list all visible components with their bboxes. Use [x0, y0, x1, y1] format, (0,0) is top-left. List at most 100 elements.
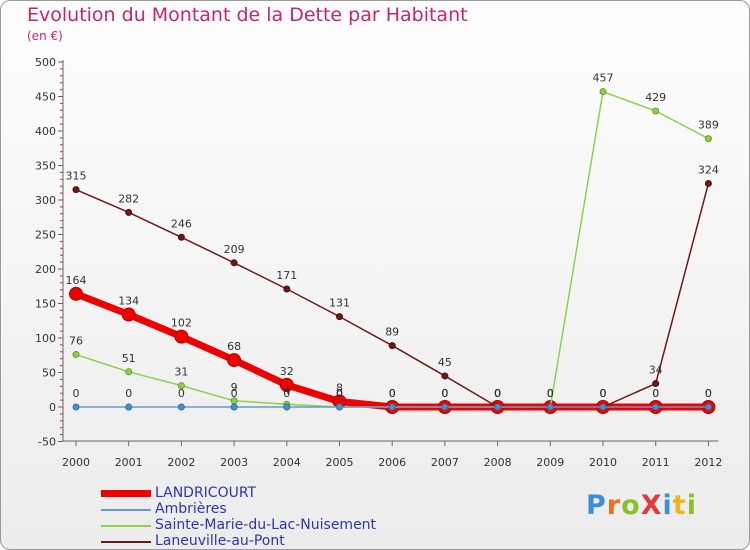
- x-tick-label: 2009: [536, 456, 564, 469]
- y-tick-label: 50: [42, 367, 56, 380]
- data-label: 76: [69, 335, 83, 348]
- data-point: [441, 372, 449, 380]
- data-label: 31: [174, 366, 188, 379]
- data-label: 0: [652, 387, 659, 400]
- chart-title: Evolution du Montant de la Dette par Hab…: [27, 4, 468, 26]
- data-label: 171: [276, 269, 297, 282]
- legend-item-laneuville: Laneuville-au-Pont: [101, 533, 421, 549]
- x-tick-label: 2005: [326, 456, 354, 469]
- legend-swatch-sainte-marie: [101, 525, 151, 527]
- x-tick-label: 2000: [62, 456, 90, 469]
- data-label: 134: [118, 295, 139, 308]
- y-tick-label: 0: [49, 401, 56, 414]
- data-label: 0: [547, 387, 554, 400]
- data-label: 0: [705, 387, 712, 400]
- proxiti-logo: ProXiti: [586, 490, 697, 521]
- x-tick-label: 2007: [431, 456, 459, 469]
- data-point: [227, 353, 242, 368]
- data-label: 0: [600, 387, 607, 400]
- data-point: [494, 403, 502, 411]
- data-label: 0: [336, 387, 343, 400]
- data-point: [652, 403, 660, 411]
- data-label: 32: [280, 365, 294, 378]
- data-label: 0: [547, 387, 554, 400]
- data-label: 8: [336, 381, 343, 394]
- data-point: [704, 179, 712, 187]
- data-label: 51: [122, 352, 136, 365]
- data-point: [72, 403, 80, 411]
- data-label: 0: [652, 387, 659, 400]
- legend-label-laneuville: Laneuville-au-Pont: [155, 533, 285, 549]
- y-tick-label: 400: [35, 125, 56, 138]
- legend-label-ambrieres: Ambrières: [155, 501, 227, 517]
- legend-label-sainte-marie: Sainte-Marie-du-Lac-Nuisement: [155, 517, 377, 533]
- data-label: 164: [66, 274, 87, 287]
- data-label: 0: [547, 387, 554, 400]
- data-label: 0: [336, 387, 343, 400]
- x-tick-label: 2002: [167, 456, 195, 469]
- data-label: 315: [66, 170, 87, 183]
- data-label: 457: [593, 72, 614, 85]
- data-label: 0: [389, 387, 396, 400]
- data-label: 0: [441, 387, 448, 400]
- data-label: 0: [705, 387, 712, 400]
- data-point: [599, 88, 607, 96]
- data-label: 68: [227, 340, 241, 353]
- data-label: 45: [438, 356, 452, 369]
- data-point: [230, 403, 238, 411]
- data-label: 34: [649, 364, 663, 377]
- data-label: 102: [171, 317, 192, 330]
- x-tick-label: 2004: [273, 456, 301, 469]
- legend-swatch-landricourt: [101, 490, 151, 497]
- data-label: 89: [385, 326, 399, 339]
- data-label: 389: [698, 119, 719, 132]
- data-point: [336, 313, 343, 321]
- legend-item-sainte-marie: Sainte-Marie-du-Lac-Nuisement: [101, 517, 421, 533]
- data-point: [652, 107, 660, 115]
- data-point: [704, 135, 712, 143]
- data-label: 0: [600, 387, 607, 400]
- data-point: [177, 233, 185, 241]
- x-tick-label: 2008: [484, 456, 512, 469]
- data-label: 0: [441, 387, 448, 400]
- data-label: 0: [494, 387, 501, 400]
- data-label: 0: [494, 387, 501, 400]
- data-label: 0: [389, 387, 396, 400]
- data-point: [388, 342, 396, 350]
- data-label: 0: [283, 387, 290, 400]
- data-point: [283, 285, 291, 293]
- data-label: 429: [645, 91, 666, 104]
- x-tick-label: 2012: [694, 456, 722, 469]
- data-point: [125, 403, 133, 411]
- data-point: [174, 329, 189, 344]
- y-tick-label: 250: [35, 229, 56, 242]
- data-label: 0: [600, 387, 607, 400]
- legend-label-landricourt: LANDRICOURT: [155, 485, 257, 501]
- data-label: 0: [178, 387, 185, 400]
- data-point: [72, 351, 80, 359]
- data-point: [125, 208, 133, 216]
- data-label: 246: [171, 217, 192, 230]
- x-tick-label: 2011: [642, 456, 670, 469]
- y-tick-label: 150: [35, 298, 56, 311]
- data-point: [599, 403, 607, 411]
- y-tick-label: 500: [35, 56, 56, 69]
- y-tick-label: 200: [35, 263, 56, 276]
- data-label: 209: [224, 243, 245, 256]
- data-label: 0: [125, 387, 132, 400]
- y-tick-label: 300: [35, 194, 56, 207]
- series-line-2: [75, 90, 709, 408]
- data-point: [704, 403, 712, 411]
- data-label: 324: [698, 163, 719, 176]
- data-point: [125, 368, 133, 376]
- data-label: 282: [118, 192, 139, 205]
- data-point: [72, 186, 80, 194]
- chart-legend: LANDRICOURT Ambrières Sainte-Marie-du-La…: [101, 485, 421, 549]
- data-point: [652, 380, 660, 388]
- data-label: 0: [494, 387, 501, 400]
- y-tick-label: 350: [35, 160, 56, 173]
- x-tick-label: 2010: [589, 456, 617, 469]
- data-label: 4: [283, 384, 290, 397]
